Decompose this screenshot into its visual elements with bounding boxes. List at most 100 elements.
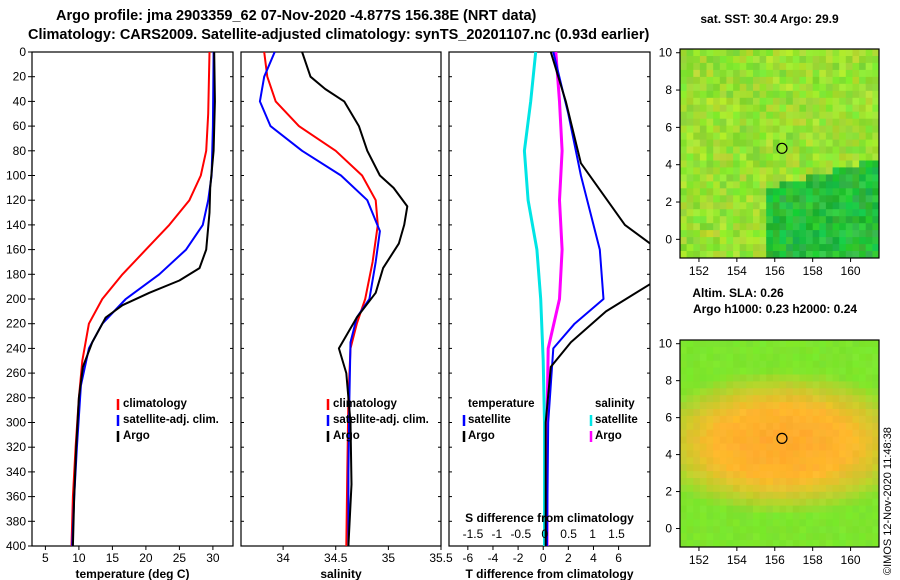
map-cell <box>806 202 814 210</box>
map-cell <box>845 374 853 382</box>
map-cell <box>852 76 860 85</box>
map-cell <box>772 97 780 106</box>
map-cell <box>726 69 734 78</box>
map-cell <box>799 118 807 127</box>
map-cell <box>825 340 833 348</box>
map-cell <box>739 146 747 154</box>
map-cell <box>719 251 727 259</box>
map-cell <box>759 450 767 458</box>
map-cell <box>799 125 807 134</box>
map-cell <box>733 367 741 375</box>
map-cell <box>746 244 754 252</box>
map-cell <box>680 188 688 196</box>
map-cell <box>746 202 754 210</box>
map-cell <box>859 132 867 141</box>
map-cell <box>680 111 688 120</box>
map-cell <box>806 526 814 534</box>
map-cell <box>799 381 807 389</box>
map-cell <box>832 374 840 382</box>
map-cell <box>746 97 754 106</box>
y-tick-label: 280 <box>6 391 26 405</box>
map-cell <box>792 181 800 189</box>
map-cell <box>706 353 714 362</box>
map-cell <box>746 464 754 472</box>
map-cell <box>865 153 873 161</box>
map-cell <box>739 139 747 148</box>
x-tick-label: 6 <box>615 551 622 565</box>
map-cell <box>693 76 701 85</box>
map-cell <box>693 436 701 444</box>
map-cell <box>686 519 694 527</box>
map-cell <box>772 167 780 175</box>
map-cell <box>779 450 787 458</box>
map-cell <box>839 457 847 465</box>
map-cell <box>825 471 833 479</box>
map-cell <box>839 374 847 382</box>
map-cell <box>693 90 701 99</box>
map-cell <box>719 402 727 410</box>
x-tick-label: 0 <box>540 551 547 565</box>
map-cell <box>719 478 727 486</box>
map-cell <box>832 125 840 134</box>
map-cell <box>772 471 780 479</box>
map-cell <box>772 429 780 438</box>
map-cell <box>726 111 734 120</box>
map-cell <box>779 491 787 500</box>
map-cell <box>792 443 800 451</box>
map-cell <box>786 118 794 127</box>
map-cell <box>832 216 840 224</box>
map-cell <box>865 97 873 106</box>
map-cell <box>832 146 840 154</box>
map-cell <box>753 402 761 410</box>
map-cell <box>680 360 688 369</box>
map-cell <box>693 478 701 486</box>
map-cell <box>786 491 794 500</box>
map-cell <box>772 450 780 458</box>
map-cell <box>865 223 873 231</box>
map-cell <box>693 491 701 500</box>
salinity-x-label: salinity <box>320 567 362 580</box>
map-cell <box>699 62 707 71</box>
map-cell <box>686 340 694 348</box>
map-cell <box>799 436 807 444</box>
map-x-tick-label: 154 <box>727 553 747 567</box>
map-cell <box>786 104 794 113</box>
map-cell <box>865 478 873 486</box>
map-cell <box>733 139 741 148</box>
map-cell <box>706 381 714 389</box>
map-cell <box>845 491 853 500</box>
map-cell <box>739 340 747 348</box>
map-cell <box>746 353 754 362</box>
map-cell <box>779 216 787 224</box>
map-cell <box>706 69 714 78</box>
map-cell <box>852 340 860 348</box>
map-cell <box>865 450 873 458</box>
map-cell <box>825 415 833 424</box>
map-cell <box>772 526 780 534</box>
map-cell <box>825 244 833 252</box>
map-cell <box>719 209 727 217</box>
map-cell <box>819 146 827 154</box>
map-cell <box>759 540 767 548</box>
map-cell <box>746 188 754 196</box>
map-cell <box>686 83 694 92</box>
map-cell <box>786 402 794 410</box>
map-cell <box>733 90 741 99</box>
map-cell <box>819 237 827 245</box>
map-cell <box>766 443 774 451</box>
map-cell <box>772 360 780 369</box>
map-cell <box>825 181 833 189</box>
map-cell <box>726 491 734 500</box>
map-cell <box>806 471 814 479</box>
map-cell <box>693 111 701 120</box>
map-cell <box>859 146 867 154</box>
map-cell <box>845 484 853 493</box>
map-cell <box>746 181 754 189</box>
map-cell <box>759 146 767 154</box>
map-cell <box>859 216 867 224</box>
map-cell <box>852 346 860 355</box>
map-cell <box>733 395 741 403</box>
map-cell <box>706 251 714 259</box>
map-cell <box>872 76 880 85</box>
map-cell <box>859 340 867 348</box>
